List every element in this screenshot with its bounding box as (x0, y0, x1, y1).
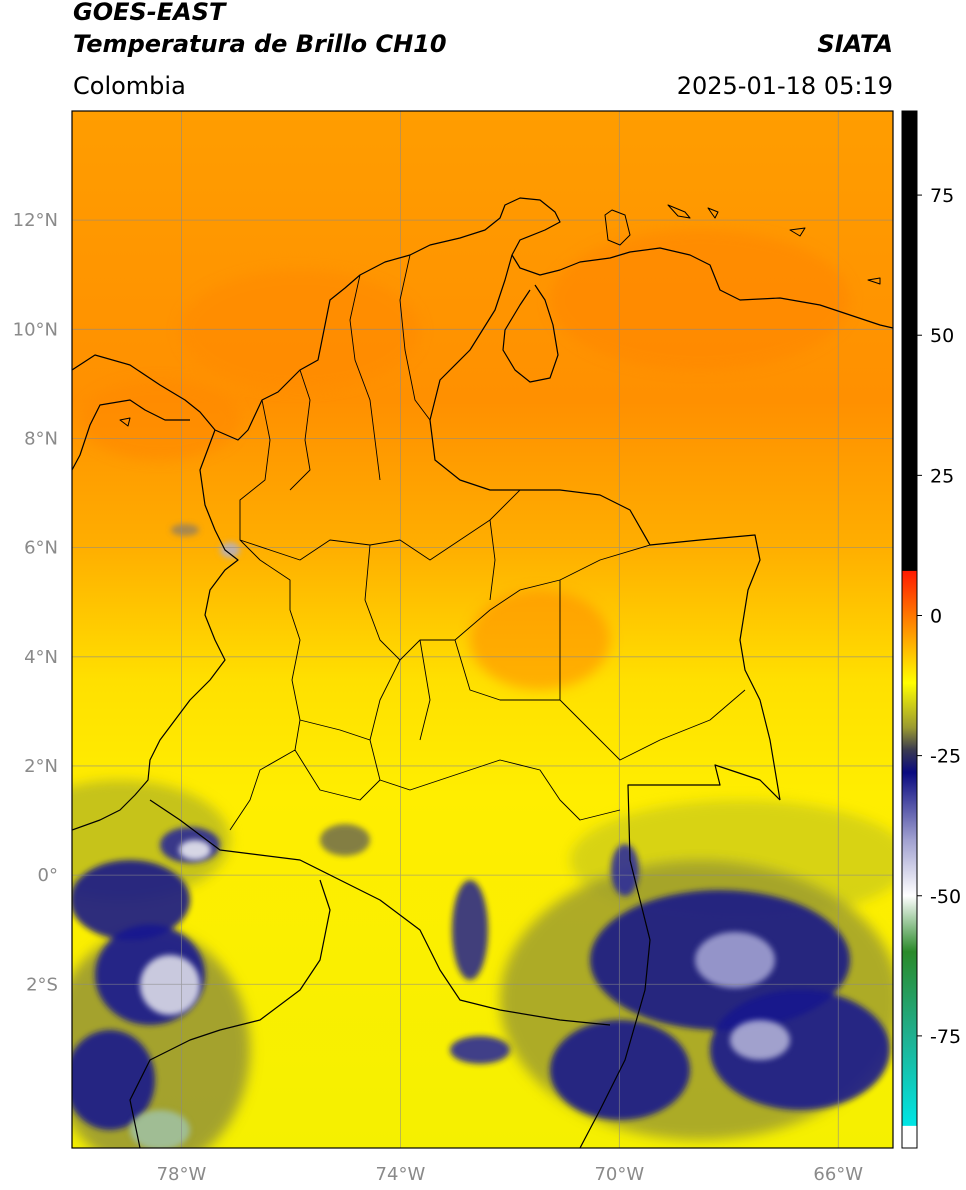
lat-tick-label: 4°N (24, 647, 58, 668)
borders (72, 197, 893, 1148)
lon-tick-label: 66°W (813, 1164, 863, 1185)
lon-tick-label: 74°W (376, 1164, 426, 1185)
map-frame (71, 110, 894, 1149)
colorbar-tick-label: 25 (930, 465, 954, 487)
colorbar-tick-label: 75 (930, 185, 954, 207)
lon-tick-label: 70°W (594, 1164, 644, 1185)
colorbar-tick-label: 50 (930, 325, 954, 347)
brand-label: SIATA (817, 30, 893, 58)
colorbar-tick-label: -50 (930, 886, 961, 908)
satellite-title: GOES-EAST (73, 0, 226, 26)
colorbar-tick-label: -25 (930, 746, 961, 768)
maracaibo-lake (502, 284, 559, 383)
islands (119, 204, 881, 427)
lat-tick-label: 8°N (24, 428, 58, 449)
datetime-label: 2025-01-18 05:19 (676, 72, 893, 100)
colorbar-gradient (902, 111, 917, 1148)
southeast-border (579, 764, 781, 1148)
pacific-coastline (72, 429, 239, 831)
longitude-labels: 78°W 74°W 70°W 66°W (157, 1164, 864, 1185)
lat-tick-label: 6°N (24, 538, 58, 559)
gridlines (72, 111, 893, 1148)
lat-tick-label: 12°N (13, 210, 58, 231)
panama-coast (72, 399, 190, 471)
product-title: Temperatura de Brillo CH10 (73, 30, 447, 58)
col-ven-border (429, 254, 781, 801)
colorbar-tick-label: -75 (930, 1026, 961, 1048)
ecu-peru-border (129, 879, 331, 1148)
map-area (72, 111, 893, 1148)
region-label: Colombia (73, 72, 186, 100)
caribbean-coastline (72, 197, 893, 441)
warm-patches (80, 230, 850, 690)
colorbar-frame (901, 110, 918, 1149)
lat-tick-label: 0° (38, 865, 58, 886)
south-border (149, 799, 611, 1026)
lat-tick-label: 2°N (24, 756, 58, 777)
latitude-labels: 12°N 10°N 8°N 6°N 4°N 2°N 0° 2°S (13, 210, 58, 995)
colorbar: 75 50 25 0 -25 -50 -75 (901, 110, 961, 1149)
department-borders (229, 254, 746, 831)
coldest-tops (130, 524, 790, 1148)
lat-tick-label: 2°S (26, 974, 58, 995)
lon-tick-label: 78°W (157, 1164, 207, 1185)
colorbar-tick-label: 0 (930, 605, 942, 627)
lat-tick-label: 10°N (13, 319, 58, 340)
colorbar-ticks: 75 50 25 0 -25 -50 -75 (917, 185, 961, 1048)
